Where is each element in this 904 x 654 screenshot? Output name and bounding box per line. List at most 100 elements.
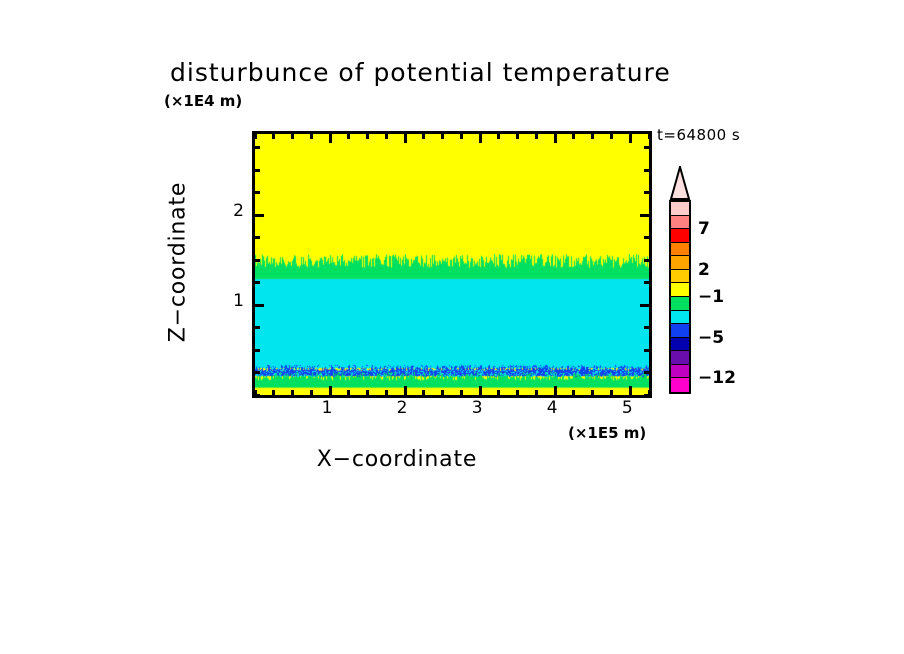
y-axis-minor-tick-right <box>644 191 649 194</box>
y-axis-major-tick <box>255 213 264 217</box>
x-axis-minor-tick <box>347 390 351 395</box>
x-axis-major-tick-top <box>553 134 557 143</box>
colorbar-segment <box>671 364 689 379</box>
y-axis-major-tick-right <box>640 303 649 307</box>
colorbar-tick-label: −12 <box>698 368 736 389</box>
y-axis-minor-tick <box>255 281 260 284</box>
x-axis-minor-tick-top <box>272 134 276 139</box>
y-axis-minor-tick <box>255 146 260 149</box>
x-axis-label-text: X−coordinate <box>316 447 478 472</box>
x-axis-label: X−coordinate <box>0 447 904 472</box>
x-axis-minor-tick-top <box>591 134 595 139</box>
y-axis-minor-tick-right <box>644 236 649 239</box>
colorbar-segment <box>671 202 689 216</box>
y-axis-minor-tick-right <box>644 393 649 395</box>
x-axis-minor-tick-top <box>366 134 370 139</box>
y-axis-minor-tick <box>255 348 260 352</box>
x-tick-label: 4 <box>546 398 558 418</box>
x-axis-minor-tick <box>309 390 313 395</box>
x-axis-minor-tick <box>591 390 595 395</box>
y-axis-minor-tick-right <box>644 168 649 172</box>
plot-area[interactable] <box>252 131 652 398</box>
x-axis-minor-tick <box>366 390 370 395</box>
x-axis-major-tick <box>328 386 332 395</box>
x-axis-major-tick <box>478 386 482 395</box>
y-axis-minor-tick-right <box>644 371 649 374</box>
colorbar-segment <box>671 215 689 230</box>
colorbar-tick-label: −5 <box>698 327 725 348</box>
x-axis-minor-tick-top <box>459 134 463 139</box>
x-axis-major-tick-top <box>328 134 332 143</box>
x-axis-minor-tick <box>291 390 295 395</box>
y-axis-minor-tick <box>255 326 260 329</box>
colorbar-tick-label: 7 <box>698 219 710 240</box>
y-axis-minor-tick-right <box>644 281 649 284</box>
y-tick-label: 2 <box>233 201 244 221</box>
x-tick-label: 5 <box>621 398 633 418</box>
x-axis-minor-tick-top <box>497 134 501 139</box>
x-axis-minor-tick <box>441 390 445 395</box>
y-axis-minor-tick <box>255 191 260 194</box>
x-tick-label: 3 <box>471 398 483 418</box>
y-axis-label: Z−coordinate <box>165 181 191 343</box>
x-axis-minor-tick-top <box>534 134 538 139</box>
x-axis-minor-tick-top <box>347 134 351 139</box>
y-axis-major-tick-right <box>640 213 649 217</box>
x-axis-minor-tick <box>534 390 538 395</box>
x-axis-minor-tick <box>422 390 426 395</box>
colorbar-arrow-icon <box>669 166 691 200</box>
colorbar-segment <box>671 310 689 325</box>
colorbar-segment <box>671 242 689 257</box>
x-axis-minor-tick-top <box>291 134 295 139</box>
y-axis-major-tick <box>255 303 264 307</box>
x-axis-major-tick-top <box>628 134 632 143</box>
colorbar[interactable] <box>669 166 691 394</box>
x-axis-minor-tick <box>384 390 388 395</box>
x-axis-major-tick-top <box>478 134 482 143</box>
contour-field-canvas <box>255 134 649 395</box>
x-axis-minor-tick <box>647 390 649 395</box>
x-axis-minor-tick <box>516 390 520 395</box>
colorbar-segment <box>671 351 689 365</box>
x-axis-major-tick <box>553 386 557 395</box>
timestamp-annotation: t=64800 s <box>657 126 741 144</box>
x-axis-minor-tick <box>459 390 463 395</box>
y-axis-minor-tick-right <box>644 258 649 262</box>
colorbar-segment <box>671 297 689 311</box>
z-axis-unit-label: (×1E4 m) <box>164 92 243 110</box>
y-axis-minor-tick-right <box>644 146 649 149</box>
colorbar-segment <box>671 229 689 243</box>
page-title: disturbunce of potential temperature <box>170 58 671 87</box>
y-axis-minor-tick <box>255 371 260 374</box>
x-axis-major-tick-top <box>403 134 407 143</box>
colorbar-segment <box>671 256 689 270</box>
colorbar-segment <box>671 324 689 338</box>
colorbar-segment <box>671 337 689 352</box>
colorbar-tick-label: −1 <box>698 287 725 307</box>
x-axis-major-tick <box>403 386 407 395</box>
x-axis-minor-tick <box>272 390 276 395</box>
y-axis-minor-tick-right <box>644 326 649 329</box>
y-axis-minor-tick-right <box>644 348 649 352</box>
x-axis-minor-tick-top <box>609 134 613 139</box>
x-axis-minor-tick-top <box>384 134 388 139</box>
x-tick-label: 2 <box>396 398 408 418</box>
x-axis-minor-tick <box>255 390 257 395</box>
y-axis-minor-tick <box>255 393 260 395</box>
x-axis-minor-tick <box>572 390 576 395</box>
x-axis-minor-tick-top <box>516 134 520 139</box>
x-axis-minor-tick-top <box>255 134 257 139</box>
y-axis-minor-tick <box>255 258 260 262</box>
colorbar-segments <box>669 200 691 394</box>
x-axis-minor-tick-top <box>441 134 445 139</box>
x-axis-major-tick <box>628 386 632 395</box>
x-tick-label: 1 <box>321 398 333 418</box>
x-axis-minor-tick-top <box>422 134 426 139</box>
y-tick-label: 1 <box>233 291 244 311</box>
y-axis-minor-tick <box>255 236 260 239</box>
y-axis-minor-tick <box>255 168 260 172</box>
colorbar-segment <box>671 269 689 284</box>
x-axis-minor-tick <box>497 390 501 395</box>
x-axis-minor-tick-top <box>647 134 649 139</box>
